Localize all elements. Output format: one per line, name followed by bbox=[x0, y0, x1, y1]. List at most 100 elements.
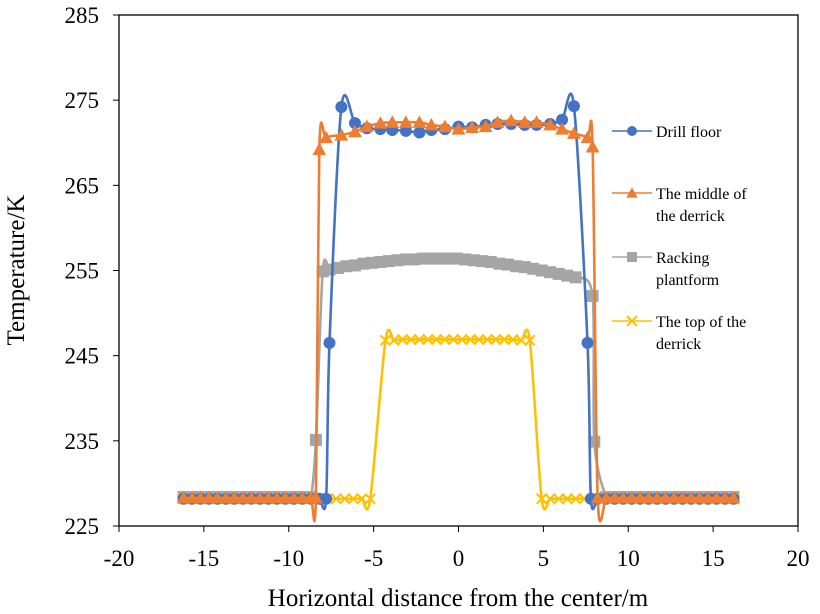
data-point bbox=[413, 333, 426, 346]
data-point bbox=[498, 333, 511, 346]
data-point bbox=[504, 113, 519, 127]
data-point bbox=[473, 333, 485, 346]
data-point bbox=[309, 490, 323, 504]
data-point bbox=[580, 130, 595, 144]
x-tick-label: 10 bbox=[617, 546, 640, 571]
data-point bbox=[569, 493, 582, 505]
data-point bbox=[412, 115, 427, 128]
data-point bbox=[552, 493, 565, 505]
data-point bbox=[561, 493, 573, 505]
data-point bbox=[379, 334, 392, 347]
legend-label: the derrick bbox=[656, 208, 725, 225]
data-point bbox=[478, 119, 493, 133]
y-tick-label: 265 bbox=[65, 173, 100, 198]
x-tick-label: 20 bbox=[787, 546, 810, 571]
data-point bbox=[348, 117, 361, 130]
x-tick-label: -10 bbox=[273, 546, 304, 571]
data-point bbox=[439, 333, 451, 346]
data-point bbox=[585, 140, 600, 153]
legend-label: Drill floor bbox=[656, 124, 722, 141]
data-point bbox=[312, 142, 327, 156]
data-point bbox=[330, 493, 342, 505]
data-point bbox=[430, 333, 443, 346]
data-point bbox=[556, 113, 569, 126]
data-point bbox=[567, 126, 581, 139]
data-point bbox=[319, 130, 333, 144]
data-point bbox=[320, 492, 333, 505]
axis-ticks: -20 -15 -10 -5 0 5 10 15 20 225 235 245 255 265 275 285 bbox=[65, 3, 810, 571]
data-point bbox=[476, 255, 489, 268]
x-tick-label: -20 bbox=[104, 546, 135, 571]
y-tick-label: 285 bbox=[65, 3, 100, 28]
y-tick-label: 255 bbox=[65, 259, 100, 284]
legend-label: Racking bbox=[656, 250, 709, 267]
x-tick-label: 0 bbox=[453, 546, 465, 571]
x-tick-label: 15 bbox=[702, 546, 725, 571]
data-point bbox=[396, 333, 409, 346]
data-point bbox=[517, 115, 532, 128]
data-point bbox=[373, 116, 388, 129]
data-point bbox=[586, 290, 599, 303]
data-point bbox=[451, 122, 466, 135]
data-point bbox=[348, 124, 362, 138]
y-axis-title: Temperature/K bbox=[3, 195, 30, 346]
data-point bbox=[456, 333, 468, 346]
data-point bbox=[515, 334, 528, 347]
legend-marker bbox=[627, 252, 637, 262]
y-tick-label: 235 bbox=[65, 429, 100, 454]
data-point bbox=[567, 100, 580, 113]
data-point bbox=[543, 117, 558, 131]
data-point bbox=[382, 255, 395, 268]
data-point bbox=[413, 126, 426, 139]
legend-marker bbox=[627, 126, 637, 136]
y-tick-label: 275 bbox=[65, 88, 100, 113]
data-point bbox=[581, 336, 594, 349]
data-point bbox=[385, 115, 400, 128]
legend-entry-0: Drill floor bbox=[612, 124, 722, 141]
legend-label: The middle of bbox=[656, 186, 747, 203]
legend-label: The top of the bbox=[656, 314, 746, 331]
data-point bbox=[364, 493, 376, 505]
data-point bbox=[323, 336, 336, 349]
data-point bbox=[398, 115, 413, 128]
data-point bbox=[465, 120, 479, 133]
legend-label: derrick bbox=[656, 336, 701, 353]
data-point bbox=[510, 260, 523, 273]
data-point bbox=[464, 333, 477, 346]
data-point bbox=[569, 271, 582, 284]
series-1 bbox=[176, 113, 741, 523]
data-point bbox=[438, 119, 452, 133]
legend-entry-2: Racking plantform bbox=[612, 250, 720, 289]
x-tick-label: -5 bbox=[364, 546, 383, 571]
data-point bbox=[524, 334, 536, 347]
data-point bbox=[405, 333, 417, 346]
data-point bbox=[544, 493, 556, 505]
data-point bbox=[490, 333, 502, 346]
legend-entry-1: The middle of the derrick bbox=[612, 186, 747, 225]
legend-entry-3: The top of the derrick bbox=[612, 314, 746, 353]
data-point bbox=[334, 128, 349, 141]
data-point bbox=[529, 115, 544, 128]
data-point bbox=[356, 493, 368, 505]
x-tick-label: -15 bbox=[189, 546, 220, 571]
data-point bbox=[481, 333, 494, 346]
data-point bbox=[335, 100, 348, 113]
y-tick-label: 245 bbox=[65, 344, 100, 369]
data-point bbox=[422, 333, 434, 346]
data-point bbox=[555, 122, 569, 135]
data-point bbox=[359, 119, 374, 133]
data-point bbox=[347, 493, 359, 505]
series-layer bbox=[176, 92, 741, 523]
legend-label: plantform bbox=[656, 272, 720, 289]
data-point bbox=[424, 117, 439, 131]
data-point bbox=[339, 493, 351, 505]
x-axis-title: Horizontal distance from the center/m bbox=[268, 585, 649, 612]
data-point bbox=[726, 490, 741, 504]
legend-marker bbox=[626, 187, 638, 198]
data-point bbox=[490, 115, 505, 128]
x-tick-label: 5 bbox=[538, 546, 550, 571]
data-point bbox=[447, 333, 460, 346]
legend-marker bbox=[626, 315, 638, 327]
